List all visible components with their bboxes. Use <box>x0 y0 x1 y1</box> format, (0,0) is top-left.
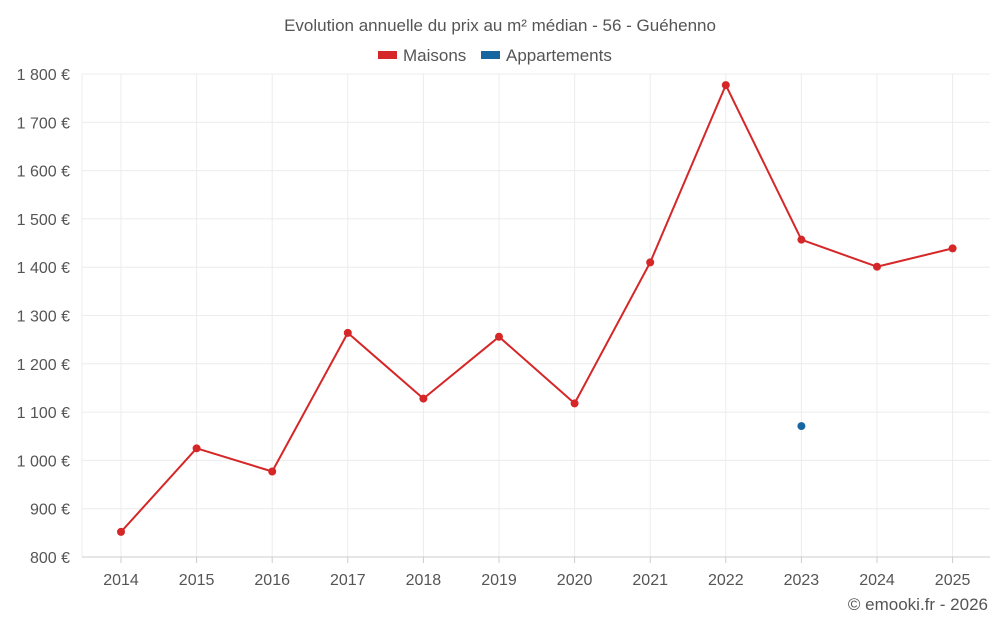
data-point-maisons-2024[interactable] <box>873 262 881 271</box>
x-tick-label: 2016 <box>254 572 290 589</box>
data-point-maisons-2021[interactable] <box>646 258 655 267</box>
y-tick-label: 1 100 € <box>17 405 70 422</box>
data-point-maisons-2025[interactable] <box>948 244 957 253</box>
y-tick-label: 1 500 € <box>17 212 70 229</box>
legend-label-appartements: Appartements <box>506 46 612 65</box>
legend-swatch-maisons <box>378 51 397 59</box>
data-point-maisons-2015[interactable] <box>192 444 201 453</box>
x-tick-label: 2025 <box>935 572 971 589</box>
y-tick-label: 1 700 € <box>17 115 70 132</box>
series-appartements <box>797 422 806 431</box>
y-axis: 800 € 900 € 1 000 € 1 100 € 1 200 € 1 300 € 1 … <box>17 67 83 567</box>
data-point-maisons-2023[interactable] <box>797 235 806 244</box>
x-tick-label: 2024 <box>859 572 895 589</box>
y-tick-label: 1 200 € <box>17 357 70 374</box>
x-tick-label: 2014 <box>103 572 139 589</box>
credit-text: © emooki.fr - 2026 <box>848 595 988 614</box>
data-point-maisons-2018[interactable] <box>419 394 428 403</box>
x-axis: 2014 2015 2016 2017 2018 2019 2020 2021 2022 2023… <box>82 556 990 589</box>
data-point-appartements-2023[interactable] <box>797 422 806 431</box>
data-point-maisons-2016[interactable] <box>268 467 277 476</box>
series-maisons <box>117 81 957 536</box>
x-tick-label: 2023 <box>784 572 820 589</box>
y-tick-label: 1 400 € <box>17 260 70 277</box>
data-point-maisons-2019[interactable] <box>495 332 503 341</box>
chart-title: Evolution annuelle du prix au m² médian … <box>284 16 716 35</box>
y-tick-label: 1 300 € <box>17 309 70 326</box>
x-tick-label: 2022 <box>708 572 744 589</box>
x-tick-label: 2015 <box>179 572 215 589</box>
x-tick-label: 2021 <box>632 572 668 589</box>
chart-grid <box>82 73 990 558</box>
series-layer <box>117 81 957 536</box>
x-tick-label: 2018 <box>406 572 442 589</box>
data-point-maisons-2014[interactable] <box>117 527 125 536</box>
legend-swatch-appartements <box>481 51 500 59</box>
y-tick-label: 1 000 € <box>17 453 70 470</box>
legend-label-maisons: Maisons <box>403 46 466 65</box>
y-tick-label: 1 800 € <box>17 67 70 84</box>
data-point-maisons-2020[interactable] <box>570 399 579 408</box>
y-tick-label: 1 600 € <box>17 164 70 181</box>
y-tick-label: 800 € <box>30 550 70 567</box>
x-tick-label: 2017 <box>330 572 366 589</box>
x-tick-label: 2020 <box>557 572 593 589</box>
data-point-maisons-2022[interactable] <box>721 81 730 90</box>
data-point-maisons-2017[interactable] <box>343 328 352 337</box>
chart-legend: Maisons Appartements <box>378 46 612 65</box>
x-tick-label: 2019 <box>481 572 517 589</box>
legend-item-appartements[interactable]: Appartements <box>481 46 612 65</box>
series-line-maisons <box>120 84 953 533</box>
legend-item-maisons[interactable]: Maisons <box>378 46 466 65</box>
y-tick-label: 900 € <box>30 502 70 519</box>
